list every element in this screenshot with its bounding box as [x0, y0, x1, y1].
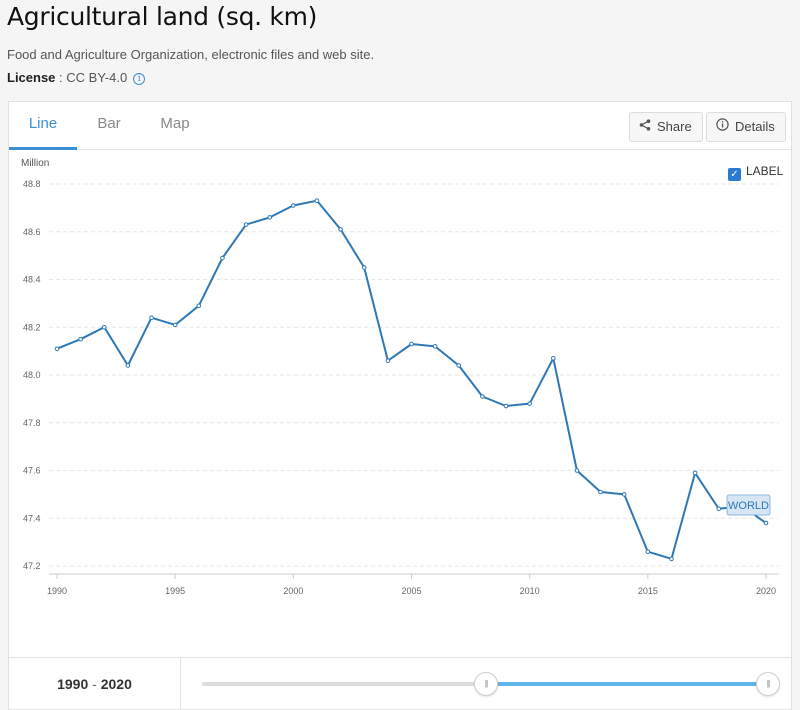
details-label: Details — [735, 119, 775, 134]
data-point — [598, 489, 603, 495]
data-point — [54, 346, 60, 352]
chart-card: Line Bar Map Share Details Million ✓ LABE… — [8, 101, 792, 710]
data-point — [338, 227, 343, 232]
data-point — [361, 265, 367, 270]
y-tick-label: 47.8 — [23, 418, 41, 428]
tab-bar-chart[interactable]: Bar — [97, 115, 121, 132]
source-text: Food and Agriculture Organization, elect… — [7, 47, 375, 62]
data-point — [432, 344, 438, 349]
x-tick-label: 2000 — [283, 586, 303, 596]
range-separator: - — [92, 676, 97, 692]
slider-end-handle[interactable]: ||| — [756, 672, 780, 696]
data-point — [527, 401, 532, 406]
slider-start-handle[interactable]: ||| — [474, 672, 498, 696]
data-point — [125, 363, 131, 368]
data-point — [149, 315, 154, 320]
share-label: Share — [657, 119, 692, 134]
x-tick-label: 2010 — [520, 586, 540, 596]
y-tick-label: 48.6 — [23, 227, 41, 237]
y-tick-label: 48.2 — [23, 322, 41, 332]
y-tick-label: 47.4 — [23, 513, 41, 523]
series-label: WORLD — [728, 500, 769, 512]
data-point — [763, 520, 769, 526]
y-tick-label: 48.0 — [23, 370, 41, 380]
license-label: License — [7, 70, 56, 85]
data-point — [692, 470, 698, 476]
data-point — [385, 358, 391, 363]
data-point — [291, 203, 296, 208]
data-point — [574, 468, 580, 473]
y-tick-label: 47.2 — [23, 561, 41, 571]
info-icon[interactable]: i — [133, 73, 146, 85]
share-button[interactable]: Share — [629, 112, 703, 142]
data-point — [669, 556, 674, 562]
series-label-box — [726, 494, 771, 516]
data-point — [621, 492, 627, 497]
x-tick-label: 2015 — [638, 586, 658, 596]
x-tick-label: 2020 — [756, 586, 776, 596]
checkbox-checked-icon[interactable]: ✓ — [728, 168, 741, 181]
range-label: 1990 - 2020 — [9, 658, 181, 710]
data-point — [409, 341, 414, 347]
data-point — [480, 394, 485, 399]
details-button[interactable]: Details — [706, 112, 786, 142]
x-tick-label: 1990 — [47, 586, 67, 596]
tab-map[interactable]: Map — [160, 115, 190, 132]
tab-line[interactable]: Line — [9, 102, 77, 150]
data-point — [172, 322, 178, 328]
data-point — [503, 403, 509, 409]
y-tick-label: 48.4 — [23, 275, 41, 285]
line-chart: 47.2 47.4 47.6 47.8 48.0 48.2 48.4 48.6 48.8 1990… — [23, 179, 779, 596]
license-sep: : — [55, 70, 67, 85]
y-tick-label: 47.6 — [23, 466, 41, 476]
data-point — [314, 198, 320, 204]
share-icon — [639, 113, 651, 141]
data-point — [645, 549, 651, 554]
license-value: CC BY-4.0 — [66, 70, 128, 85]
data-point — [456, 363, 462, 368]
range-start: 1990 — [57, 676, 89, 692]
data-point — [243, 222, 249, 227]
y-axis-unit-label: Million — [21, 158, 50, 169]
data-point — [220, 255, 225, 261]
x-tick-label: 2005 — [401, 586, 421, 596]
time-range-footer: 1990 - 2020 ||| ||| — [9, 657, 791, 710]
x-tick-label: 1995 — [165, 586, 185, 596]
y-tick-label: 48.8 — [23, 179, 41, 189]
page-title: Agricultural land (sq. km) — [7, 2, 318, 31]
data-point — [78, 336, 83, 342]
info-circle-icon — [716, 113, 729, 141]
label-toggle[interactable]: ✓ LABEL — [728, 164, 783, 181]
data-point — [551, 355, 556, 361]
data-point — [101, 324, 107, 330]
range-end: 2020 — [100, 676, 132, 692]
label-toggle-text: LABEL — [746, 164, 784, 178]
tab-bar: Line Bar Map Share Details — [9, 102, 791, 150]
data-point — [267, 215, 273, 220]
series-line — [56, 199, 767, 560]
license-line: License : CC BY-4.0 i — [7, 70, 146, 85]
data-point — [716, 506, 722, 512]
slider-range-fill — [486, 682, 768, 686]
data-point — [196, 303, 202, 309]
